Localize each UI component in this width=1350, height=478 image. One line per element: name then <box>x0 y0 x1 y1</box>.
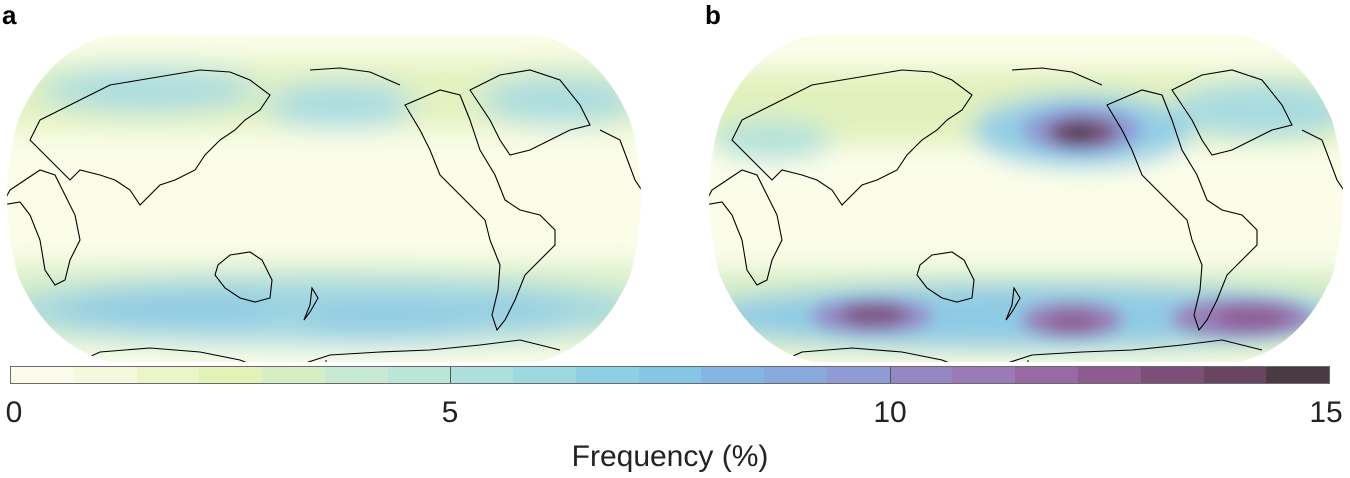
colorbar-title: Frequency (%) <box>571 440 769 473</box>
colorbar-segment <box>575 367 639 383</box>
colorbar-segment <box>136 367 200 383</box>
coastlines-a <box>7 67 641 362</box>
colorbar-label-5: 5 <box>441 396 459 429</box>
colorbar-segment <box>11 367 74 383</box>
colorbar-segment <box>73 367 137 383</box>
colorbar-label-0: 0 <box>5 396 23 429</box>
world-map-a <box>7 35 641 362</box>
colorbar-segment <box>324 367 388 383</box>
panel-label-a: a <box>2 0 17 30</box>
colorbar-segment <box>764 367 827 383</box>
coastlines-b <box>709 67 1343 362</box>
colorbar-label-10: 10 <box>873 396 907 429</box>
colorbar-segment <box>450 367 514 383</box>
colorbar-segment <box>1266 367 1330 383</box>
colorbar-tick-10 <box>890 367 891 383</box>
colorbar-segment <box>1078 367 1141 383</box>
map-panel-a <box>0 30 648 366</box>
colorbar-segment <box>513 367 576 383</box>
colorbar-segment <box>826 367 890 383</box>
colorbar-segment <box>638 367 702 383</box>
colorbar-segment <box>262 367 325 383</box>
colorbar-segment <box>889 367 953 383</box>
colorbar-segment <box>1015 367 1079 383</box>
colorbar-label-15: 15 <box>1309 396 1343 429</box>
colorbar-segment <box>199 367 263 383</box>
panel-label-b: b <box>705 0 721 30</box>
colorbar-segment <box>1140 367 1204 383</box>
colorbar-tick-5 <box>450 367 451 383</box>
colorbar-segment <box>701 367 765 383</box>
world-map-b <box>709 35 1343 362</box>
map-panel-b <box>702 30 1350 366</box>
colorbar-segment <box>952 367 1016 383</box>
colorbar-segment <box>387 367 451 383</box>
colorbar-segment <box>1203 367 1267 383</box>
colorbar <box>10 366 1330 384</box>
